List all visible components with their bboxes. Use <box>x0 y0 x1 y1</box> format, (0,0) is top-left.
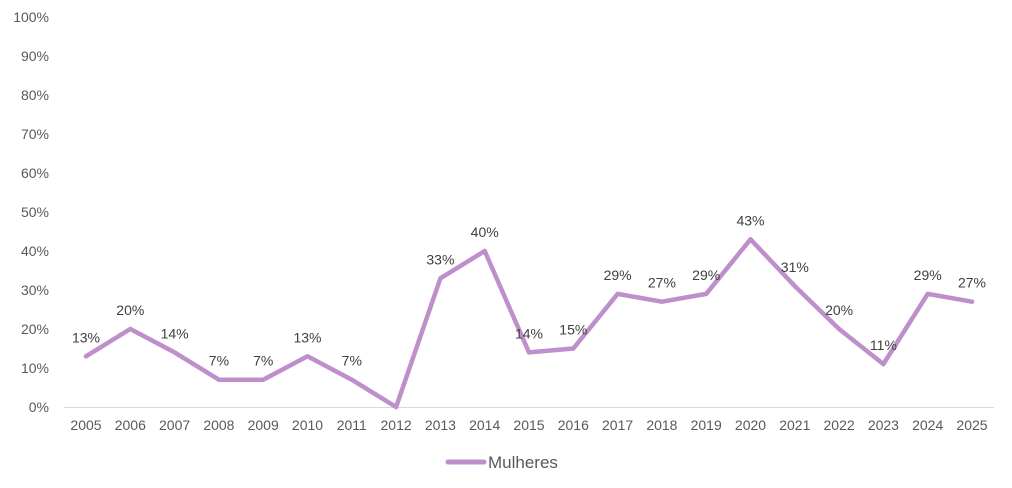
x-tick-label: 2015 <box>513 417 544 433</box>
y-tick-label: 40% <box>21 243 49 259</box>
data-point[interactable] <box>659 299 665 304</box>
data-label: 29% <box>692 267 720 283</box>
x-tick-label: 2024 <box>912 417 943 433</box>
data-label: 20% <box>116 302 144 318</box>
data-point[interactable] <box>881 361 886 367</box>
y-tick-label: 60% <box>21 165 49 181</box>
y-tick-label: 0% <box>29 399 49 415</box>
data-point[interactable] <box>571 346 576 351</box>
data-label: 29% <box>604 267 632 283</box>
data-point[interactable] <box>526 350 532 355</box>
data-label: 7% <box>342 353 362 369</box>
data-point[interactable] <box>83 354 89 359</box>
y-tick-label: 20% <box>21 321 49 337</box>
series-layer <box>83 237 975 410</box>
data-label: 31% <box>781 259 809 275</box>
x-tick-label: 2007 <box>159 417 190 433</box>
x-tick-label: 2006 <box>115 417 146 433</box>
x-tick-label: 2019 <box>691 417 722 433</box>
y-tick-label: 80% <box>21 87 49 103</box>
y-tick-label: 100% <box>13 9 49 25</box>
data-label: 43% <box>736 212 764 228</box>
data-point[interactable] <box>393 404 399 410</box>
x-tick-label: 2021 <box>779 417 810 433</box>
data-point[interactable] <box>305 354 310 359</box>
x-tick-label: 2016 <box>558 417 589 433</box>
data-point[interactable] <box>216 377 222 382</box>
data-label: 29% <box>914 267 942 283</box>
data-label: 20% <box>825 302 853 318</box>
data-label: 33% <box>426 251 454 267</box>
data-point[interactable] <box>482 248 487 254</box>
y-tick-label: 50% <box>21 204 49 220</box>
data-label: 7% <box>209 353 229 369</box>
x-tick-label: 2018 <box>646 417 677 433</box>
y-tick-label: 90% <box>21 48 49 64</box>
x-tick-label: 2012 <box>381 417 412 433</box>
data-label: 13% <box>72 329 100 345</box>
x-tick-label: 2022 <box>824 417 855 433</box>
x-tick-label: 2009 <box>248 417 279 433</box>
data-point[interactable] <box>438 276 443 281</box>
x-tick-label: 2020 <box>735 417 766 433</box>
data-point[interactable] <box>836 326 842 332</box>
data-label: 14% <box>161 325 189 341</box>
x-tick-label: 2023 <box>868 417 899 433</box>
y-tick-label: 70% <box>21 126 49 142</box>
legend[interactable]: Mulheres <box>445 453 558 472</box>
data-point[interactable] <box>792 283 797 289</box>
data-label: 27% <box>648 275 676 291</box>
x-tick-label: 2025 <box>956 417 987 433</box>
x-tick-label: 2011 <box>337 417 367 433</box>
x-tick-label: 2013 <box>425 417 456 433</box>
x-tick-label: 2005 <box>70 417 101 433</box>
data-point[interactable] <box>615 291 620 297</box>
data-label: 13% <box>293 329 321 345</box>
x-tick-label: 2014 <box>469 417 500 433</box>
data-point[interactable] <box>704 291 709 297</box>
data-label: 27% <box>958 275 986 291</box>
y-tick-label: 30% <box>21 282 49 298</box>
data-point[interactable] <box>748 237 753 242</box>
legend-label: Mulheres <box>488 453 558 472</box>
data-point[interactable] <box>349 377 354 382</box>
data-point[interactable] <box>172 350 177 355</box>
y-axis: 0% 10% 20% 30% 40% 50% 60% 70% 80% 90% 100% <box>13 9 49 415</box>
data-label: 14% <box>515 325 543 341</box>
data-point[interactable] <box>969 299 975 304</box>
data-labels: 13% 20% 14% 7% 7% 13% 7% 33% 40% 14% 15% 29% 27% 29% 4… <box>72 212 986 368</box>
data-point[interactable] <box>925 291 930 297</box>
x-tick-label: 2010 <box>292 417 323 433</box>
x-tick-label: 2017 <box>602 417 633 433</box>
data-label: 15% <box>559 322 587 338</box>
y-tick-label: 10% <box>21 360 49 376</box>
data-label: 7% <box>253 353 273 369</box>
data-label: 40% <box>471 224 499 240</box>
x-axis: 2005 2006 2007 2008 2009 2010 2011 2012 2013 2014… <box>70 417 987 433</box>
data-point[interactable] <box>128 326 133 332</box>
data-point[interactable] <box>261 377 266 382</box>
data-label: 11% <box>870 337 897 353</box>
x-tick-label: 2008 <box>203 417 234 433</box>
